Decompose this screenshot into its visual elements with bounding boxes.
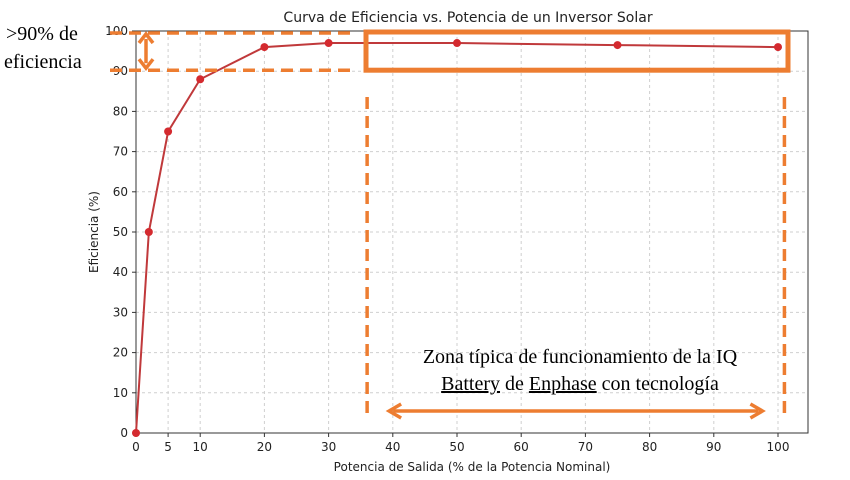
y-tick-label: 40 — [113, 265, 128, 279]
y-axis-label: Eficiencia (%) — [87, 191, 101, 273]
x-tick-label: 10 — [193, 440, 208, 454]
chart-title: Curva de Eficiencia vs. Potencia de un I… — [283, 10, 652, 26]
y-tick-label: 0 — [120, 426, 128, 440]
x-tick-label: 80 — [642, 440, 657, 454]
zone-annotation-line2: Battery de Enphase con tecnología — [441, 373, 719, 395]
data-point — [453, 39, 461, 48]
data-point — [196, 75, 205, 84]
x-tick-label: 100 — [767, 440, 790, 454]
zone-arrowhead-left — [385, 402, 403, 420]
series-layer — [132, 39, 782, 437]
y-axis-ticks: 0102030405060708090100 — [105, 24, 136, 440]
x-tick-label: 70 — [578, 440, 593, 454]
zone-annotation-word-battery: Battery — [441, 373, 500, 395]
zone-annotation-word-enphase: Enphase — [529, 373, 597, 395]
efficiency-band-arrowhead-down — [137, 58, 155, 72]
data-point — [774, 43, 782, 52]
zone-annotation-word-de: de — [500, 373, 529, 395]
x-tick-label: 50 — [449, 440, 464, 454]
plateau-highlight-box — [363, 29, 791, 73]
data-point — [260, 43, 269, 52]
data-point — [144, 228, 153, 236]
x-axis-label: Potencia de Salida (% de la Potencia Nom… — [334, 460, 611, 474]
zone-annotation-line1: Zona típica de funcionamiento de la IQ — [423, 346, 738, 368]
annotation-layer — [110, 29, 791, 420]
data-point — [613, 41, 622, 50]
x-tick-label: 90 — [706, 440, 721, 454]
zone-arrowhead-right — [749, 402, 766, 420]
y-tick-label: 100 — [105, 24, 128, 38]
x-tick-label: 5 — [164, 440, 172, 454]
y-tick-label: 10 — [113, 386, 128, 400]
efficiency-band-arrowhead-up — [137, 31, 155, 45]
x-tick-label: 20 — [257, 440, 272, 454]
y-tick-label: 30 — [113, 305, 128, 319]
efficiency-annotation-line1: >90% de — [6, 23, 78, 45]
data-point — [324, 39, 333, 48]
efficiency-annotation-line2: eficiencia — [4, 51, 82, 73]
x-tick-label: 0 — [132, 440, 140, 454]
y-tick-label: 50 — [113, 225, 128, 239]
y-tick-label: 20 — [113, 346, 128, 360]
zone-annotation-word-tecnologia: con tecnología — [597, 373, 719, 395]
x-tick-label: 60 — [514, 440, 529, 454]
data-point — [132, 429, 140, 437]
x-tick-label: 30 — [321, 440, 336, 454]
y-tick-label: 80 — [113, 104, 128, 118]
x-axis-ticks: 0 5 10 20 30 40 50 60 70 80 90 100 — [132, 433, 789, 454]
x-tick-label: 40 — [385, 440, 400, 454]
y-tick-label: 60 — [113, 185, 128, 199]
data-point — [164, 127, 173, 136]
y-tick-label: 70 — [113, 145, 128, 159]
